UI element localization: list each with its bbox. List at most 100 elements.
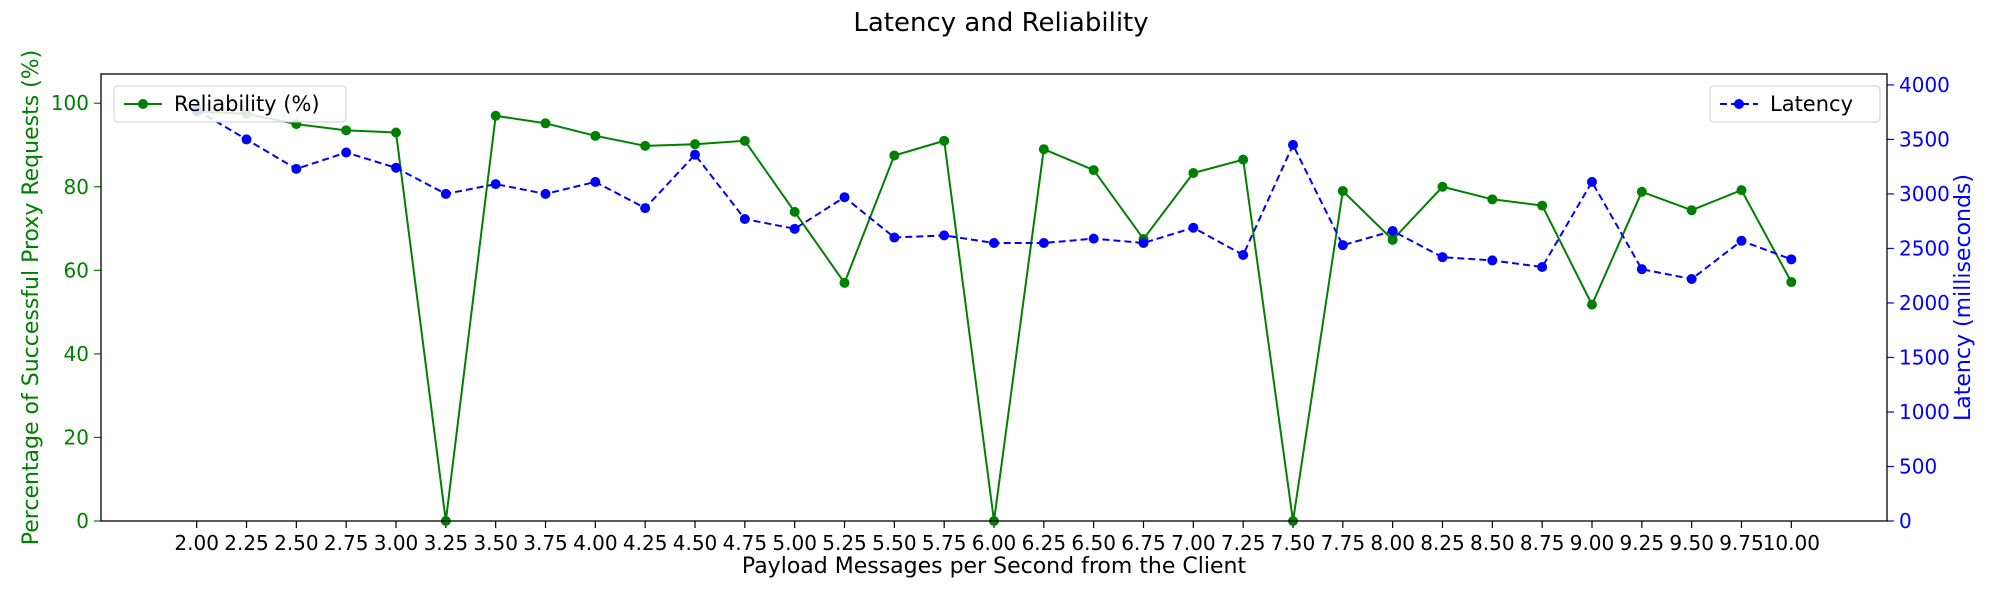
- x-tick-label: 7.75: [1321, 531, 1366, 555]
- left-y-tick-label: 100: [51, 91, 89, 115]
- plot-frame: [100, 73, 1888, 522]
- left-y-tick-label: 60: [64, 258, 89, 282]
- x-tick-label: 4.50: [673, 531, 718, 555]
- x-tick-label: 8.75: [1520, 531, 1565, 555]
- right-y-tick-label: 3000: [1899, 182, 1950, 206]
- x-tick-label: 3.00: [374, 531, 419, 555]
- latency-point: [241, 134, 252, 145]
- latency-point: [1586, 176, 1597, 187]
- left-y-tick-label: 0: [76, 509, 89, 533]
- x-tick-label: 4.75: [723, 531, 768, 555]
- x-tick-label: 8.00: [1370, 531, 1415, 555]
- latency-point: [839, 192, 850, 203]
- latency-legend-marker: [1734, 99, 1744, 109]
- latency-point: [1138, 237, 1149, 248]
- latency-point: [1238, 249, 1249, 260]
- x-tick-label: 6.75: [1121, 531, 1166, 555]
- x-tick-label: 5.25: [822, 531, 867, 555]
- latency-point: [1337, 240, 1348, 251]
- latency-point: [1686, 273, 1697, 284]
- x-tick-label: 5.00: [772, 531, 817, 555]
- right-y-tick-label: 3500: [1899, 127, 1950, 151]
- x-tick-label: 7.50: [1271, 531, 1316, 555]
- reliability-point: [839, 277, 850, 288]
- x-tick-label: 3.75: [523, 531, 568, 555]
- x-tick-label: 6.50: [1071, 531, 1116, 555]
- latency-point: [341, 147, 352, 158]
- reliability-point: [1038, 144, 1049, 155]
- reliability-point: [391, 127, 402, 138]
- latency-point: [1487, 255, 1498, 266]
- reliability-point: [939, 135, 950, 146]
- latency-point: [739, 214, 750, 225]
- latency-point: [440, 188, 451, 199]
- latency-point: [391, 162, 402, 173]
- reliability-point: [490, 110, 501, 121]
- left-y-axis-label: Percentage of Successful Proxy Requests …: [19, 50, 44, 545]
- reliability-legend: Reliability (%): [113, 85, 347, 123]
- reliability-point: [1636, 186, 1647, 197]
- latency-point: [1537, 261, 1548, 272]
- latency-point: [1188, 222, 1199, 233]
- latency-point: [690, 149, 701, 160]
- reliability-point: [341, 125, 352, 136]
- latency-point: [291, 163, 302, 174]
- right-y-tick-label: 1500: [1899, 345, 1950, 369]
- x-tick-label: 4.25: [623, 531, 668, 555]
- left-y-tick-label: 40: [64, 342, 89, 366]
- latency-point: [789, 223, 800, 234]
- reliability-point: [590, 130, 601, 141]
- left-y-axis-ticks: 0 20 40 60 80 100: [51, 91, 101, 533]
- x-tick-label: 2.00: [174, 531, 219, 555]
- x-tick-label: 7.00: [1171, 531, 1216, 555]
- reliability-legend-box: [113, 85, 347, 123]
- reliability-point: [690, 139, 701, 150]
- reliability-point: [1686, 205, 1697, 216]
- x-tick-label: 9.75: [1719, 531, 1764, 555]
- x-tick-label: 8.50: [1470, 531, 1515, 555]
- x-tick-label: 2.50: [274, 531, 319, 555]
- x-tick-label: 6.25: [1022, 531, 1067, 555]
- latency-point: [590, 176, 601, 187]
- reliability-point: [1586, 299, 1597, 310]
- latency-point: [889, 232, 900, 243]
- latency-legend: Latency: [1709, 85, 1881, 123]
- x-tick-label: 5.75: [922, 531, 967, 555]
- x-axis-label: Payload Messages per Second from the Cli…: [742, 554, 1247, 579]
- x-tick-label: 6.00: [972, 531, 1017, 555]
- reliability-point: [1188, 168, 1199, 179]
- reliability-point: [1537, 200, 1548, 211]
- left-y-tick-label: 80: [64, 175, 89, 199]
- reliability-point: [640, 140, 651, 151]
- reliability-point: [1238, 154, 1249, 165]
- x-axis-ticks: 2.00 2.25 2.50 2.75 3.00 3.25 3.50 3.75 4.00 4.25…: [174, 521, 1820, 555]
- reliability-point: [1387, 234, 1398, 245]
- latency-legend-box: [1709, 85, 1881, 123]
- right-y-tick-label: 500: [1899, 454, 1937, 478]
- reliability-legend-label: Reliability (%): [174, 92, 320, 116]
- right-y-tick-label: 1000: [1899, 400, 1950, 424]
- latency-point: [1636, 264, 1647, 275]
- latency-point: [1786, 254, 1797, 265]
- latency-point: [490, 179, 501, 190]
- left-y-tick-label: 20: [64, 425, 89, 449]
- x-tick-label: 7.25: [1221, 531, 1266, 555]
- latency-point: [1088, 233, 1099, 244]
- x-tick-label: 10.00: [1763, 531, 1820, 555]
- x-tick-label: 3.50: [473, 531, 518, 555]
- x-tick-label: 4.00: [573, 531, 618, 555]
- reliability-point: [739, 135, 750, 146]
- chart-title: Latency and Reliability: [853, 8, 1148, 38]
- reliability-legend-marker: [138, 99, 148, 109]
- latency-point: [989, 237, 999, 248]
- latency-point: [1287, 139, 1298, 150]
- x-tick-label: 9.25: [1620, 531, 1665, 555]
- latency-point: [1736, 235, 1747, 246]
- x-tick-label: 5.50: [872, 531, 917, 555]
- latency-point: [1038, 237, 1049, 248]
- x-tick-label: 9.00: [1570, 531, 1615, 555]
- reliability-point: [789, 206, 800, 217]
- x-tick-label: 3.25: [424, 531, 469, 555]
- x-tick-label: 9.50: [1669, 531, 1714, 555]
